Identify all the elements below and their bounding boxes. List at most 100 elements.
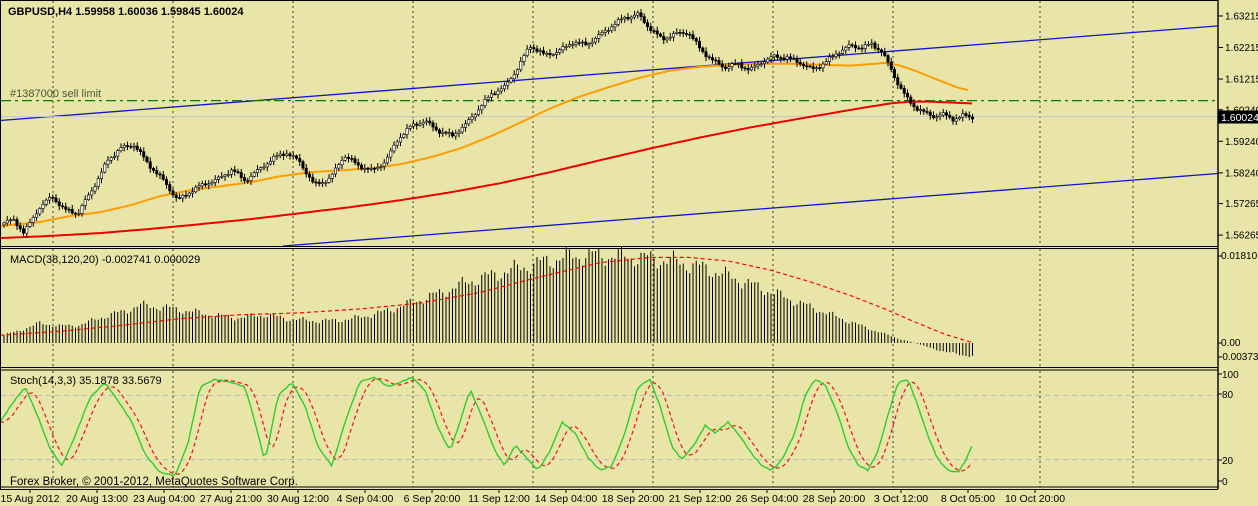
candle-body — [730, 63, 734, 68]
candle-body — [272, 156, 276, 162]
candle-body — [519, 61, 523, 70]
candlestick-series[interactable] — [2, 8, 974, 238]
time-axis-label: 6 Sep 20:00 — [404, 493, 461, 505]
candle-body — [454, 133, 458, 137]
candle-body — [187, 192, 191, 196]
candle-body — [902, 88, 906, 94]
macd-panel-plot[interactable] — [0, 246, 973, 357]
candle-body — [954, 118, 958, 122]
candle-body — [496, 90, 500, 95]
symbol-title: GBPUSD,H4 1.59958 1.60036 1.59845 1.6002… — [8, 6, 244, 18]
candle-body — [798, 62, 802, 65]
time-axis-label: 18 Sep 20:00 — [602, 493, 665, 505]
candle-body — [857, 47, 861, 50]
candle-body — [675, 31, 679, 34]
candle-body — [489, 93, 493, 98]
candle-body — [54, 197, 58, 203]
candle-body — [106, 159, 110, 165]
candle-body — [171, 190, 175, 196]
candle-body — [616, 19, 620, 25]
candle-body — [590, 41, 594, 44]
candle-body — [834, 53, 838, 57]
candle-body — [720, 63, 724, 68]
candle-body — [428, 120, 432, 124]
time-axis[interactable]: 15 Aug 2012 20 Aug 13:00 23 Aug 04:00 27 Au… — [1, 489, 1066, 506]
candle-body — [580, 41, 584, 44]
candle-body — [135, 145, 139, 150]
candle-body — [294, 155, 298, 159]
candle-body — [165, 179, 169, 185]
candle-body — [912, 103, 916, 108]
candle-body — [437, 129, 441, 134]
candle-body — [103, 163, 107, 173]
candle-body — [554, 52, 558, 55]
candle-body — [619, 18, 623, 21]
candle-body — [327, 178, 331, 183]
candle-body — [113, 155, 117, 158]
candle-body — [584, 41, 588, 46]
candle-body — [753, 65, 757, 68]
time-axis-label: 3 Oct 12:00 — [874, 493, 928, 505]
grid-lines — [1, 1, 1218, 487]
candle-body — [213, 179, 217, 183]
candle-body — [307, 173, 311, 178]
candle-body — [701, 47, 705, 52]
candle-body — [178, 197, 182, 199]
stoch-d-line — [0, 378, 973, 475]
stoch-panel-plot[interactable] — [0, 376, 973, 477]
candle-body — [246, 180, 250, 182]
candle-body — [317, 181, 321, 185]
candle-body — [775, 54, 779, 58]
candle-body — [935, 116, 939, 119]
price-tick-label: 1.63215 — [1225, 12, 1258, 23]
candle-body — [788, 56, 792, 59]
candle-body — [548, 52, 552, 56]
candle-body — [850, 44, 854, 47]
candle-body — [385, 156, 389, 164]
candle-body — [333, 167, 337, 175]
candle-body — [281, 153, 285, 156]
candle-body — [535, 48, 539, 52]
candle-body — [161, 174, 165, 180]
candle-body — [343, 157, 347, 161]
candle-body — [122, 145, 126, 148]
candle-body — [879, 49, 883, 53]
candle-body — [243, 177, 247, 181]
candle-body — [87, 194, 91, 200]
macd-axis-max: 0.01810 — [1221, 251, 1258, 262]
candle-body — [434, 126, 438, 131]
candle-body — [873, 42, 877, 49]
candle-body — [922, 109, 926, 112]
drawn-objects[interactable] — [0, 25, 1219, 247]
candle-body — [502, 84, 506, 90]
candle-body — [34, 213, 38, 218]
candle-body — [382, 162, 386, 167]
candle-body — [600, 32, 604, 35]
candle-body — [60, 205, 64, 208]
candle-body — [15, 219, 19, 227]
candle-body — [597, 34, 601, 39]
trend-channel-upper-line[interactable] — [0, 25, 1219, 122]
candle-body — [684, 33, 688, 35]
candle-body — [551, 54, 555, 56]
candle-body — [746, 67, 750, 71]
candle-body — [96, 178, 100, 187]
time-axis-label: 21 Sep 12:00 — [669, 493, 732, 505]
candle-body — [38, 208, 42, 215]
candle-body — [899, 84, 903, 89]
candle-body — [226, 174, 230, 176]
candle-body — [512, 74, 516, 80]
time-axis-label: 30 Aug 12:00 — [267, 493, 329, 505]
candle-body — [691, 34, 695, 39]
candle-body — [155, 170, 159, 175]
candle-body — [230, 169, 234, 175]
candle-body — [717, 60, 721, 65]
trend-channel-lower-line[interactable] — [282, 172, 1219, 247]
price-tick-label: 1.62215 — [1225, 43, 1258, 54]
candle-body — [476, 109, 480, 116]
candle-body — [740, 63, 744, 69]
candle-body — [571, 44, 575, 46]
candle-body — [223, 174, 227, 177]
candle-body — [688, 33, 692, 36]
